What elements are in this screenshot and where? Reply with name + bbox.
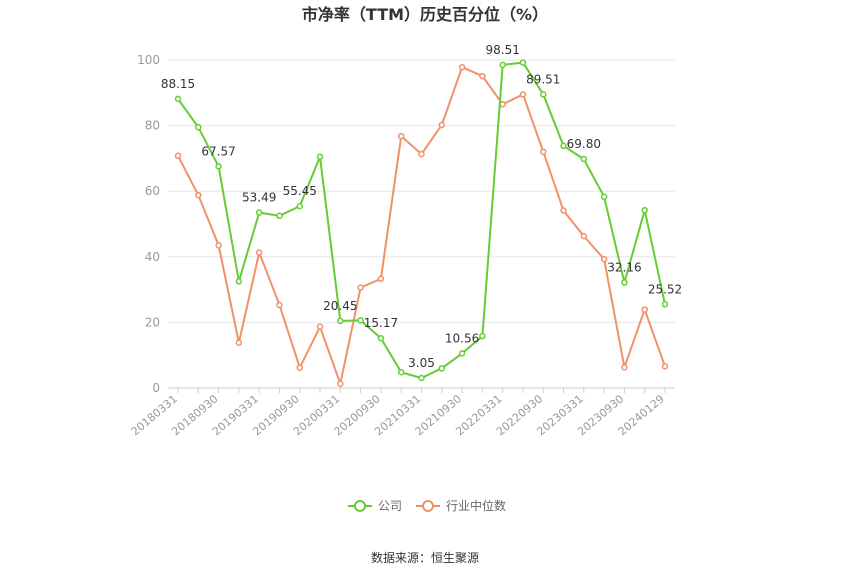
data-point <box>621 364 628 371</box>
data-point <box>397 132 405 140</box>
data-point <box>560 207 567 214</box>
data-point <box>235 278 243 285</box>
data-point <box>174 95 182 103</box>
chart-title: 市净率（TTM）历史百分位（%） <box>302 5 548 24</box>
data-label: 88.15 <box>161 77 195 91</box>
data-point <box>215 242 222 249</box>
data-point <box>499 101 506 108</box>
y-axis: 0 20 40 60 80 100 <box>137 53 160 395</box>
y-tick-label: 80 <box>145 119 160 133</box>
series-company <box>174 59 669 382</box>
data-point <box>560 142 567 150</box>
data-point <box>479 72 486 80</box>
data-point <box>255 209 263 216</box>
series-line <box>177 61 666 379</box>
data-point <box>316 323 324 330</box>
series-layer <box>174 59 669 387</box>
data-labels: 88.15 67.57 53.49 55.45 20.45 15.17 3.05 10.56 9… <box>161 43 682 370</box>
data-point <box>661 301 669 308</box>
data-label: 69.80 <box>567 137 601 151</box>
data-point <box>499 61 506 69</box>
data-point <box>316 153 324 161</box>
y-tick-label: 40 <box>145 250 160 264</box>
data-point <box>195 191 202 199</box>
data-point <box>397 369 405 376</box>
data-point <box>438 365 446 372</box>
data-point <box>519 59 527 66</box>
data-point <box>357 317 364 324</box>
series-line <box>177 66 666 385</box>
data-point <box>580 155 588 163</box>
data-point <box>418 150 425 158</box>
y-tick-label: 100 <box>137 53 160 67</box>
data-label: 55.45 <box>283 184 317 198</box>
data-point <box>438 121 446 129</box>
data-label: 10.56 <box>445 331 479 345</box>
data-point <box>418 374 425 382</box>
data-label: 3.05 <box>408 356 435 370</box>
data-label: 98.51 <box>485 43 519 57</box>
source-note: 数据来源：恒生聚源 <box>371 550 479 565</box>
data-label: 53.49 <box>242 191 276 205</box>
legend-label: 公司 <box>378 499 402 513</box>
data-point <box>479 332 486 340</box>
data-point <box>540 91 547 98</box>
data-point <box>519 91 527 98</box>
data-point <box>276 301 283 309</box>
data-point <box>337 317 344 325</box>
data-point <box>600 193 608 201</box>
data-point <box>641 206 648 214</box>
legend-item-company[interactable]: 公司 <box>348 499 402 513</box>
data-point <box>661 363 669 370</box>
legend-item-industry-median[interactable]: 行业中位数 <box>416 498 506 513</box>
data-point <box>458 63 466 71</box>
x-axis: 2018033120180930201903312019093020200331… <box>129 387 675 438</box>
data-label: 25.52 <box>648 282 682 296</box>
data-point <box>641 306 648 313</box>
legend: 公司 行业中位数 <box>348 498 506 513</box>
data-label: 20.45 <box>323 299 357 313</box>
data-point <box>255 249 263 256</box>
legend-marker-icon <box>354 500 366 512</box>
legend-marker-icon <box>422 500 434 512</box>
grid-lines <box>168 59 675 389</box>
data-point <box>357 284 364 291</box>
data-point <box>235 339 243 346</box>
series-industry-median <box>174 63 669 387</box>
data-point <box>296 202 303 210</box>
data-point <box>195 123 202 131</box>
data-point <box>580 232 588 240</box>
data-point <box>458 350 466 357</box>
data-point <box>540 148 547 156</box>
data-point <box>621 279 628 286</box>
data-point <box>215 163 222 170</box>
data-point <box>296 364 303 371</box>
data-point <box>174 152 182 160</box>
data-label: 15.17 <box>364 316 398 330</box>
y-tick-label: 0 <box>152 381 160 395</box>
data-point <box>377 334 385 342</box>
data-label: 67.57 <box>201 144 235 158</box>
data-point <box>377 275 385 283</box>
data-point <box>337 380 344 387</box>
data-label: 89.51 <box>526 72 560 86</box>
data-label: 32.16 <box>607 261 641 275</box>
y-tick-label: 20 <box>145 315 160 329</box>
data-point <box>276 212 283 220</box>
data-point <box>600 255 608 263</box>
y-tick-label: 60 <box>145 184 160 198</box>
legend-label: 行业中位数 <box>446 498 506 513</box>
